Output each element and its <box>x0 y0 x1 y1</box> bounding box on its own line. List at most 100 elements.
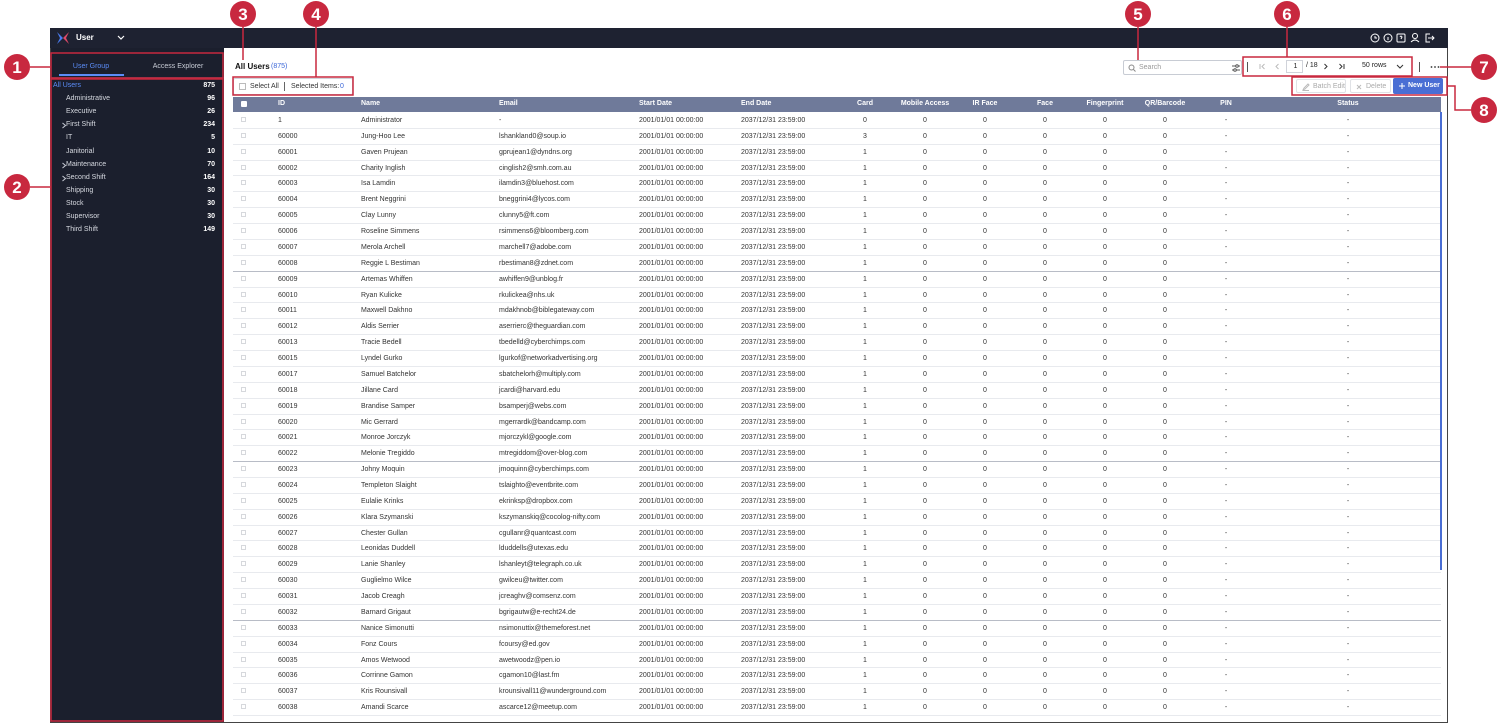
table-row[interactable]: 60036 Corrinne Gamon cgamon10@last.fm 2001/… <box>233 668 1441 685</box>
row-checkbox[interactable] <box>241 323 246 329</box>
row-checkbox[interactable] <box>241 132 246 138</box>
table-row[interactable]: 60003 Isa Lamdin ilamdin3@bluehost.com 2001… <box>233 176 1441 193</box>
group-item[interactable]: Second Shift 164 <box>51 172 224 184</box>
column-header[interactable]: Email <box>499 100 518 107</box>
row-checkbox[interactable] <box>241 196 246 202</box>
next-page-button[interactable] <box>1322 63 1329 70</box>
row-checkbox[interactable] <box>241 688 246 694</box>
table-row[interactable]: 60002 Charity Inglish cinglish2@smh.com.au… <box>233 161 1441 177</box>
table-row[interactable]: 60025 Eulalie Krinks ekrinksp@dropbox.com 2… <box>233 494 1441 510</box>
table-row[interactable]: 60015 Lyndel Gurko lgurkof@networkadvertis… <box>233 351 1441 367</box>
first-page-button[interactable] <box>1259 63 1266 70</box>
group-item[interactable]: Executive 26 <box>51 106 224 118</box>
row-checkbox[interactable] <box>241 402 246 408</box>
delete-button[interactable]: Delete <box>1350 79 1391 93</box>
row-checkbox[interactable] <box>241 545 246 551</box>
table-row[interactable]: 60026 Klara Szymanski kszymanskiq@cocolog-… <box>233 510 1441 526</box>
last-page-button[interactable] <box>1338 63 1345 70</box>
table-row[interactable]: 60009 Artemas Whiffen awhiffen9@unblog.fr 2… <box>233 272 1441 288</box>
table-row[interactable]: 60030 Guglielmo Wilce gwilceu@twitter.com 2… <box>233 573 1441 590</box>
row-checkbox[interactable] <box>241 180 246 186</box>
group-item[interactable]: Stock 30 <box>51 198 224 210</box>
rows-dropdown-icon[interactable] <box>1396 63 1404 70</box>
table-row[interactable]: 60024 Templeton Slaight tslaighto@eventbri… <box>233 478 1441 494</box>
table-row[interactable]: 60013 Tracie Bedell tbedelld@cyberchimps.c… <box>233 335 1441 352</box>
table-row[interactable]: 60034 Fonz Cours fcoursy@ed.gov 2001/01/01 … <box>233 637 1441 653</box>
table-row[interactable]: 60018 Jillane Card jcardi@harvard.edu 2001/… <box>233 383 1441 399</box>
column-header[interactable]: Name <box>361 100 381 107</box>
table-row[interactable]: 60028 Leonidas Duddell lduddells@utexas.ed… <box>233 541 1441 558</box>
select-all-checkbox[interactable] <box>239 83 246 90</box>
table-row[interactable]: 60033 Nanice Simonutti nsimonuttix@themefo… <box>233 621 1441 637</box>
table-row[interactable]: 60008 Reggie L Bestiman rbestiman8@zdnet.c… <box>233 256 1441 272</box>
table-row[interactable]: 60032 Barnard Grigaut bgrigautw@e-recht24.… <box>233 605 1441 621</box>
table-row[interactable]: 60012 Aldis Serrier aserrierc@theguardian.… <box>233 319 1441 336</box>
table-row[interactable]: 1 Administrator - 2001/01/01 00:00:00 2037/1… <box>233 113 1441 129</box>
table-row[interactable]: 60023 Johny Moquin jmoquinn@cyberchimps.co… <box>233 462 1441 478</box>
row-checkbox[interactable] <box>241 466 246 472</box>
row-checkbox[interactable] <box>241 164 246 170</box>
more-button[interactable] <box>1430 64 1440 70</box>
group-item[interactable]: Administrative 96 <box>51 93 224 105</box>
row-checkbox[interactable] <box>241 370 246 376</box>
column-header[interactable]: Start Date <box>639 100 673 107</box>
row-checkbox[interactable] <box>241 386 246 392</box>
table-row[interactable]: 60007 Merola Archell marchell7@adobe.com 20… <box>233 240 1441 256</box>
row-checkbox[interactable] <box>241 624 246 630</box>
group-item[interactable]: Supervisor 30 <box>51 211 224 223</box>
row-checkbox[interactable] <box>241 497 246 503</box>
sidebar-tab[interactable]: User Group <box>72 63 110 70</box>
page-input[interactable]: 1 <box>1286 60 1303 73</box>
row-checkbox[interactable] <box>241 148 246 154</box>
table-row[interactable]: 60031 Jacob Creagh jcreaghv@comsenz.com 200… <box>233 589 1441 605</box>
table-row[interactable]: 60020 Mic Gerrard mgerrardk@bandcamp.com 20… <box>233 415 1441 431</box>
table-row[interactable]: 60017 Samuel Batchelor sbatchelorh@multipl… <box>233 367 1441 383</box>
table-row[interactable]: 60027 Chester Gullan cgullanr@quantcast.co… <box>233 526 1441 542</box>
row-checkbox[interactable] <box>241 355 246 361</box>
row-checkbox[interactable] <box>241 577 246 583</box>
filter-icon[interactable] <box>1232 64 1241 72</box>
table-row[interactable]: 60035 Amos Wetwood awetwoodz@pen.io 2001/01… <box>233 653 1441 669</box>
sidebar-tab[interactable]: Access Explorer <box>152 63 204 70</box>
row-checkbox[interactable] <box>241 640 246 646</box>
row-checkbox[interactable] <box>241 228 246 234</box>
batch-edit-button[interactable]: Batch Edit <box>1296 79 1346 93</box>
row-checkbox[interactable] <box>241 434 246 440</box>
row-checkbox[interactable] <box>241 291 246 297</box>
row-checkbox[interactable] <box>241 608 246 614</box>
table-row[interactable]: 60011 Maxwell Dakhno mdakhnob@biblegateway… <box>233 303 1441 320</box>
table-row[interactable]: 60000 Jung-Hoo Lee lshankland0@soup.io 2001… <box>233 129 1441 145</box>
row-checkbox[interactable] <box>241 212 246 218</box>
group-item[interactable]: Third Shift 149 <box>51 224 224 236</box>
table-row[interactable]: 60010 Ryan Kulicke rkulickea@nhs.uk 2001/01… <box>233 288 1441 304</box>
row-checkbox[interactable] <box>241 482 246 487</box>
group-item[interactable]: All Users 875 <box>51 80 224 92</box>
column-header[interactable]: ID <box>278 100 285 107</box>
table-row[interactable]: 60004 Brent Neggrini bneggrini4@lycos.com 2… <box>233 192 1441 209</box>
row-checkbox[interactable] <box>241 418 246 424</box>
header-icons[interactable] <box>1368 31 1448 45</box>
table-row[interactable]: 60019 Brandise Samper bsamperj@webs.com 200… <box>233 399 1441 415</box>
row-checkbox[interactable] <box>241 513 246 519</box>
row-checkbox[interactable] <box>241 450 246 456</box>
app-title[interactable]: User <box>76 33 94 42</box>
rows-per-page[interactable]: 50 rows <box>1362 62 1387 69</box>
row-checkbox[interactable] <box>241 117 246 122</box>
search-box[interactable]: Search <box>1123 60 1242 75</box>
table-row[interactable]: 60022 Melonie Tregiddo mtregiddom@over-blo… <box>233 446 1441 463</box>
row-checkbox[interactable] <box>241 243 246 249</box>
column-header[interactable]: Status <box>1337 100 1359 107</box>
table-row[interactable]: 60021 Monroe Jorczyk mjorczykl@google.com 2… <box>233 430 1441 447</box>
table-row[interactable]: 60029 Lanie Shanley lshanleyt@telegraph.co… <box>233 557 1441 574</box>
row-checkbox[interactable] <box>241 307 246 313</box>
table-row[interactable]: 60006 Roseline Simmens rsimmens6@bloomberg… <box>233 224 1441 240</box>
table-row[interactable]: 60037 Kris Rounsivall krounsivall11@wunder… <box>233 684 1441 701</box>
select-all-label[interactable]: Select All <box>250 83 279 90</box>
row-checkbox[interactable] <box>241 593 246 599</box>
group-item[interactable]: First Shift 234 <box>51 119 224 131</box>
table-row[interactable]: 60005 Clay Lunny clunny5@ft.com 2001/01/01 … <box>233 208 1441 225</box>
column-header[interactable]: PIN <box>1220 100 1232 107</box>
group-item[interactable]: IT 5 <box>51 132 224 144</box>
row-checkbox[interactable] <box>241 275 246 281</box>
group-item[interactable]: Maintenance 70 <box>51 159 224 171</box>
